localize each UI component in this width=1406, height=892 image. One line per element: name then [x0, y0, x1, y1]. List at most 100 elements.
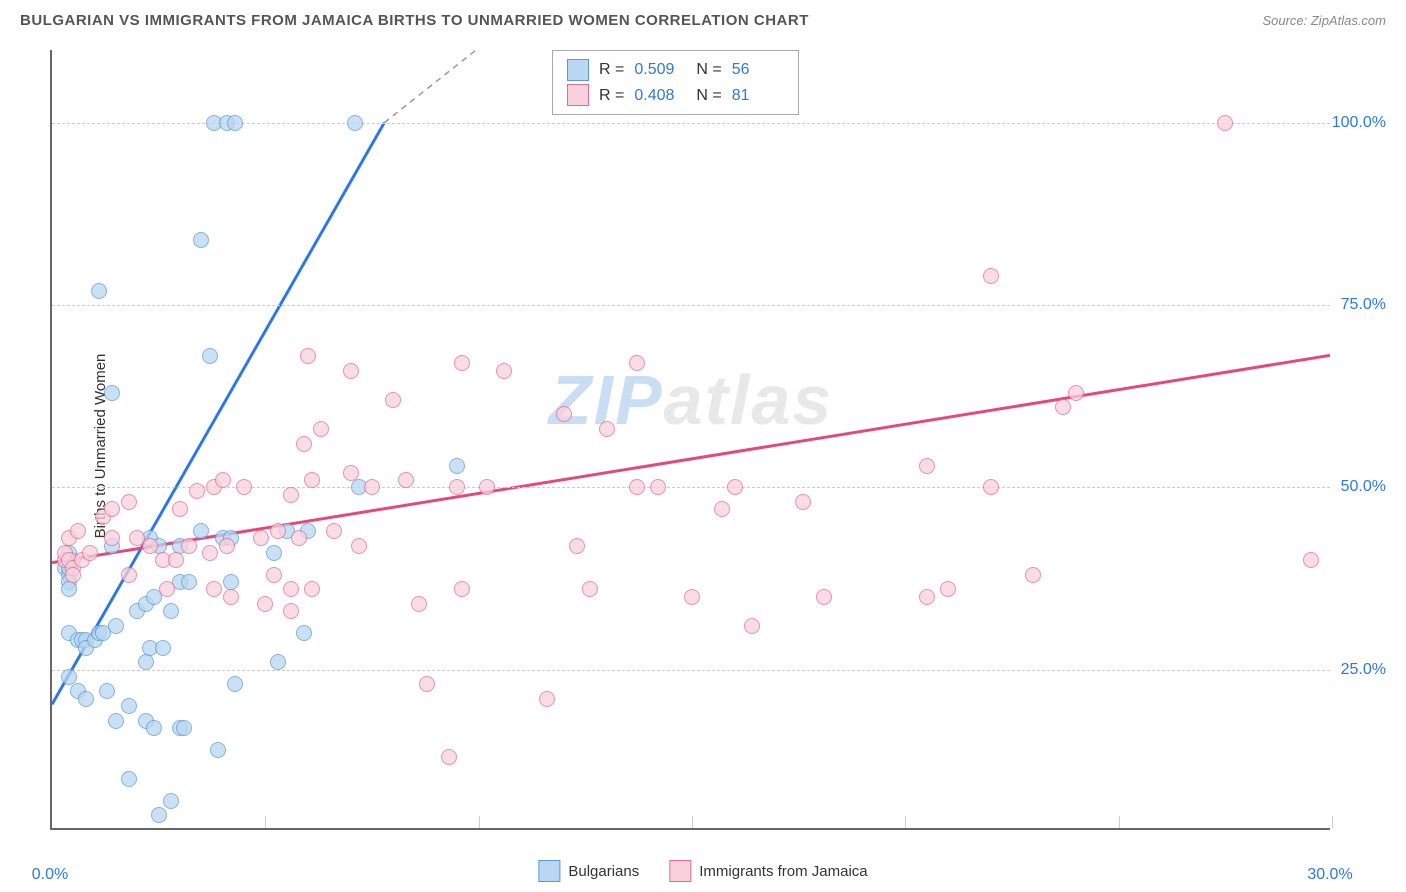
data-point-jamaica — [283, 603, 299, 619]
data-point-bulgarians — [193, 523, 209, 539]
data-point-jamaica — [181, 538, 197, 554]
data-point-jamaica — [300, 348, 316, 364]
data-point-jamaica — [172, 501, 188, 517]
stats-r-label: R = — [599, 57, 624, 83]
data-point-bulgarians — [210, 742, 226, 758]
legend-swatch-jamaica — [669, 860, 691, 882]
stats-row-series1: R = 0.509 N = 56 — [567, 57, 784, 83]
data-point-bulgarians — [227, 676, 243, 692]
x-tick-label: 30.0% — [1307, 866, 1352, 884]
data-point-bulgarians — [151, 807, 167, 823]
y-tick-label: 100.0% — [1332, 114, 1386, 132]
watermark: ZIPatlas — [549, 360, 833, 440]
data-point-jamaica — [479, 479, 495, 495]
trendline-bulgarians — [52, 123, 384, 705]
data-point-jamaica — [556, 406, 572, 422]
data-point-jamaica — [202, 545, 218, 561]
data-point-jamaica — [629, 355, 645, 371]
data-point-bulgarians — [202, 348, 218, 364]
data-point-jamaica — [215, 472, 231, 488]
data-point-jamaica — [727, 479, 743, 495]
data-point-jamaica — [582, 581, 598, 597]
data-point-jamaica — [983, 479, 999, 495]
x-tick-label: 0.0% — [32, 866, 68, 884]
source-value: ZipAtlas.com — [1311, 13, 1386, 28]
trendline-jamaica — [52, 355, 1330, 562]
data-point-jamaica — [206, 581, 222, 597]
chart-title: BULGARIAN VS IMMIGRANTS FROM JAMAICA BIR… — [20, 12, 809, 29]
stats-swatch-jamaica — [567, 84, 589, 106]
data-point-jamaica — [795, 494, 811, 510]
data-point-jamaica — [343, 363, 359, 379]
data-point-bulgarians — [181, 574, 197, 590]
data-point-jamaica — [454, 581, 470, 597]
data-point-jamaica — [496, 363, 512, 379]
data-point-jamaica — [82, 545, 98, 561]
data-point-jamaica — [983, 268, 999, 284]
grid-line-vertical — [692, 816, 693, 828]
data-point-bulgarians — [61, 669, 77, 685]
data-point-jamaica — [219, 538, 235, 554]
grid-line-vertical — [905, 816, 906, 828]
data-point-jamaica — [313, 421, 329, 437]
data-point-jamaica — [296, 436, 312, 452]
data-point-jamaica — [142, 538, 158, 554]
data-point-jamaica — [326, 523, 342, 539]
data-point-bulgarians — [61, 581, 77, 597]
data-point-jamaica — [816, 589, 832, 605]
data-point-jamaica — [236, 479, 252, 495]
data-point-jamaica — [266, 567, 282, 583]
grid-line-vertical — [265, 816, 266, 828]
data-point-bulgarians — [104, 385, 120, 401]
data-point-jamaica — [283, 487, 299, 503]
data-point-jamaica — [283, 581, 299, 597]
stats-r-label: R = — [599, 83, 624, 109]
data-point-jamaica — [385, 392, 401, 408]
data-point-bulgarians — [163, 793, 179, 809]
data-point-jamaica — [419, 676, 435, 692]
legend-label-jamaica: Immigrants from Jamaica — [699, 863, 867, 880]
grid-line-vertical — [1332, 816, 1333, 828]
data-point-jamaica — [65, 567, 81, 583]
data-point-jamaica — [257, 596, 273, 612]
data-point-jamaica — [714, 501, 730, 517]
data-point-jamaica — [539, 691, 555, 707]
data-point-jamaica — [398, 472, 414, 488]
data-point-jamaica — [291, 530, 307, 546]
data-point-jamaica — [569, 538, 585, 554]
stats-r-value-jamaica: 0.408 — [634, 83, 686, 109]
data-point-jamaica — [599, 421, 615, 437]
data-point-bulgarians — [99, 683, 115, 699]
data-point-jamaica — [159, 581, 175, 597]
data-point-jamaica — [1025, 567, 1041, 583]
stats-n-label: N = — [696, 57, 721, 83]
data-point-jamaica — [121, 494, 137, 510]
data-point-jamaica — [449, 479, 465, 495]
data-point-bulgarians — [176, 720, 192, 736]
data-point-jamaica — [104, 501, 120, 517]
trendline-bulgarians-extrapolated — [384, 50, 503, 123]
y-tick-label: 50.0% — [1341, 478, 1386, 496]
data-point-bulgarians — [91, 283, 107, 299]
data-point-jamaica — [270, 523, 286, 539]
data-point-bulgarians — [108, 713, 124, 729]
data-point-jamaica — [343, 465, 359, 481]
data-point-jamaica — [411, 596, 427, 612]
legend-label-bulgarians: Bulgarians — [568, 863, 639, 880]
data-point-jamaica — [121, 567, 137, 583]
legend-item-bulgarians: Bulgarians — [538, 860, 639, 882]
data-point-bulgarians — [138, 654, 154, 670]
data-point-jamaica — [441, 749, 457, 765]
stats-n-value-jamaica: 81 — [732, 83, 784, 109]
grid-line-horizontal — [52, 670, 1330, 671]
data-point-jamaica — [189, 483, 205, 499]
data-point-jamaica — [1055, 399, 1071, 415]
y-tick-label: 75.0% — [1341, 296, 1386, 314]
data-point-jamaica — [351, 538, 367, 554]
correlation-stats-box: R = 0.509 N = 56 R = 0.408 N = 81 — [552, 50, 799, 115]
stats-row-series2: R = 0.408 N = 81 — [567, 83, 784, 109]
stats-swatch-bulgarians — [567, 59, 589, 81]
grid-line-vertical — [479, 816, 480, 828]
watermark-atlas: atlas — [664, 361, 834, 439]
legend-item-jamaica: Immigrants from Jamaica — [669, 860, 867, 882]
